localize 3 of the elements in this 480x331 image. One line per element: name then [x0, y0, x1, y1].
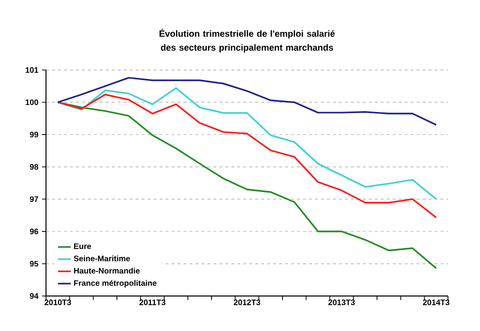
line-series [57, 94, 437, 218]
line-series [57, 87, 437, 200]
chart-title: Évolution trimestrielle de l'emploi salarié des secteurs principalement marchands [160, 28, 335, 52]
